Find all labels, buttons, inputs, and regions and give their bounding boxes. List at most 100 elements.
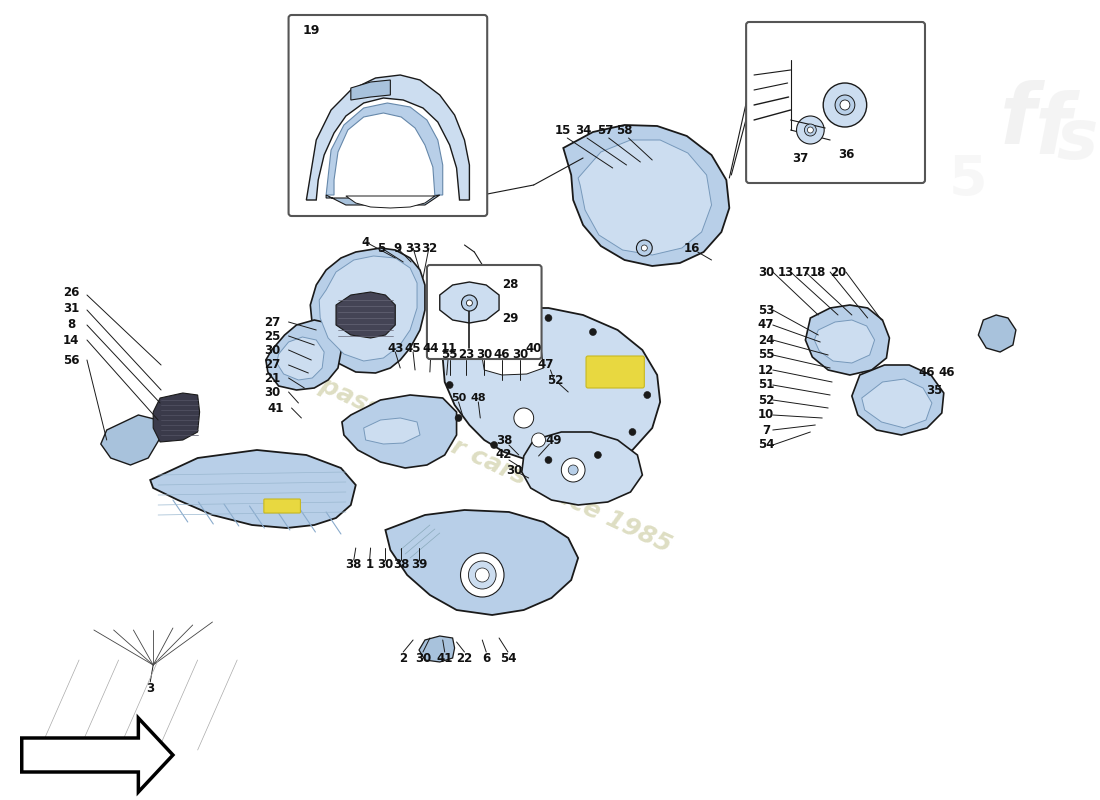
Polygon shape xyxy=(521,432,642,505)
Text: 27: 27 xyxy=(264,358,280,371)
Circle shape xyxy=(840,100,850,110)
Polygon shape xyxy=(851,365,944,435)
Polygon shape xyxy=(442,308,660,465)
Text: 36: 36 xyxy=(838,149,854,162)
Circle shape xyxy=(796,116,824,144)
Polygon shape xyxy=(440,282,499,323)
Circle shape xyxy=(561,458,585,482)
Polygon shape xyxy=(151,450,355,528)
Text: 51: 51 xyxy=(758,378,774,391)
Text: 38: 38 xyxy=(393,558,409,571)
Text: 18: 18 xyxy=(810,266,826,278)
Text: 28: 28 xyxy=(502,278,518,290)
Polygon shape xyxy=(563,125,729,266)
Text: 3: 3 xyxy=(146,682,154,694)
Text: 58: 58 xyxy=(616,123,632,137)
Polygon shape xyxy=(419,636,454,662)
Circle shape xyxy=(469,561,496,589)
Polygon shape xyxy=(364,418,420,444)
Circle shape xyxy=(641,245,647,251)
Text: 24: 24 xyxy=(758,334,774,346)
Circle shape xyxy=(466,300,472,306)
Polygon shape xyxy=(342,395,456,468)
Text: 26: 26 xyxy=(63,286,79,298)
Circle shape xyxy=(455,414,462,422)
Text: 30: 30 xyxy=(758,266,774,278)
Polygon shape xyxy=(326,195,440,205)
Circle shape xyxy=(629,357,636,363)
Text: 38: 38 xyxy=(496,434,513,446)
Text: 54: 54 xyxy=(499,651,516,665)
Text: 15: 15 xyxy=(556,123,572,137)
Polygon shape xyxy=(482,348,543,375)
Text: 30: 30 xyxy=(506,463,522,477)
Text: 2: 2 xyxy=(399,651,407,665)
Text: 39: 39 xyxy=(410,558,427,571)
Circle shape xyxy=(637,240,652,256)
Text: 45: 45 xyxy=(405,342,421,354)
Text: f: f xyxy=(1000,79,1036,161)
Text: 30: 30 xyxy=(415,651,431,665)
Text: 37: 37 xyxy=(792,151,808,165)
Text: 30: 30 xyxy=(264,386,280,398)
Text: a passion for cars since 1985: a passion for cars since 1985 xyxy=(293,362,675,558)
Circle shape xyxy=(475,568,490,582)
Text: 50: 50 xyxy=(451,393,466,403)
FancyBboxPatch shape xyxy=(427,265,541,359)
Polygon shape xyxy=(814,320,874,363)
FancyBboxPatch shape xyxy=(586,356,645,388)
Text: 30: 30 xyxy=(476,349,493,362)
Text: 21: 21 xyxy=(264,371,280,385)
Polygon shape xyxy=(326,103,442,195)
Circle shape xyxy=(514,408,534,428)
Circle shape xyxy=(461,553,504,597)
Circle shape xyxy=(544,314,552,322)
Circle shape xyxy=(462,295,477,311)
Circle shape xyxy=(590,329,596,335)
Text: 40: 40 xyxy=(526,342,542,354)
Text: 32: 32 xyxy=(421,242,437,254)
FancyBboxPatch shape xyxy=(746,22,925,183)
Text: 29: 29 xyxy=(502,311,518,325)
Text: 5: 5 xyxy=(949,153,988,207)
Text: 41: 41 xyxy=(267,402,284,414)
Text: 9: 9 xyxy=(393,242,402,254)
Circle shape xyxy=(569,465,579,475)
Circle shape xyxy=(544,457,552,463)
Circle shape xyxy=(804,124,816,136)
Text: 48: 48 xyxy=(471,393,486,403)
Text: 46: 46 xyxy=(494,349,510,362)
Text: 27: 27 xyxy=(264,315,280,329)
Text: 7: 7 xyxy=(762,423,770,437)
Text: 42: 42 xyxy=(496,449,513,462)
Text: s: s xyxy=(1056,106,1098,174)
Text: 19: 19 xyxy=(302,23,320,37)
Circle shape xyxy=(447,382,453,389)
Text: 14: 14 xyxy=(63,334,79,346)
Text: 20: 20 xyxy=(829,266,846,278)
Circle shape xyxy=(644,391,651,398)
Text: 22: 22 xyxy=(456,651,473,665)
Circle shape xyxy=(823,83,867,127)
Circle shape xyxy=(807,127,813,133)
Polygon shape xyxy=(22,718,173,792)
Polygon shape xyxy=(345,196,434,208)
Text: 13: 13 xyxy=(778,266,794,278)
Text: 1: 1 xyxy=(365,558,374,571)
Text: 25: 25 xyxy=(264,330,280,342)
Text: 49: 49 xyxy=(546,434,562,446)
FancyBboxPatch shape xyxy=(264,499,300,513)
Text: 41: 41 xyxy=(437,651,453,665)
Text: 4: 4 xyxy=(362,235,370,249)
Text: 52: 52 xyxy=(547,374,563,386)
Polygon shape xyxy=(351,80,390,100)
Text: 30: 30 xyxy=(377,558,394,571)
Text: 16: 16 xyxy=(683,242,700,254)
Polygon shape xyxy=(861,379,932,428)
Text: 17: 17 xyxy=(794,266,811,278)
Text: 23: 23 xyxy=(459,349,474,362)
Text: 30: 30 xyxy=(264,343,280,357)
Circle shape xyxy=(531,433,546,447)
Polygon shape xyxy=(805,305,890,375)
Text: 47: 47 xyxy=(537,358,553,371)
